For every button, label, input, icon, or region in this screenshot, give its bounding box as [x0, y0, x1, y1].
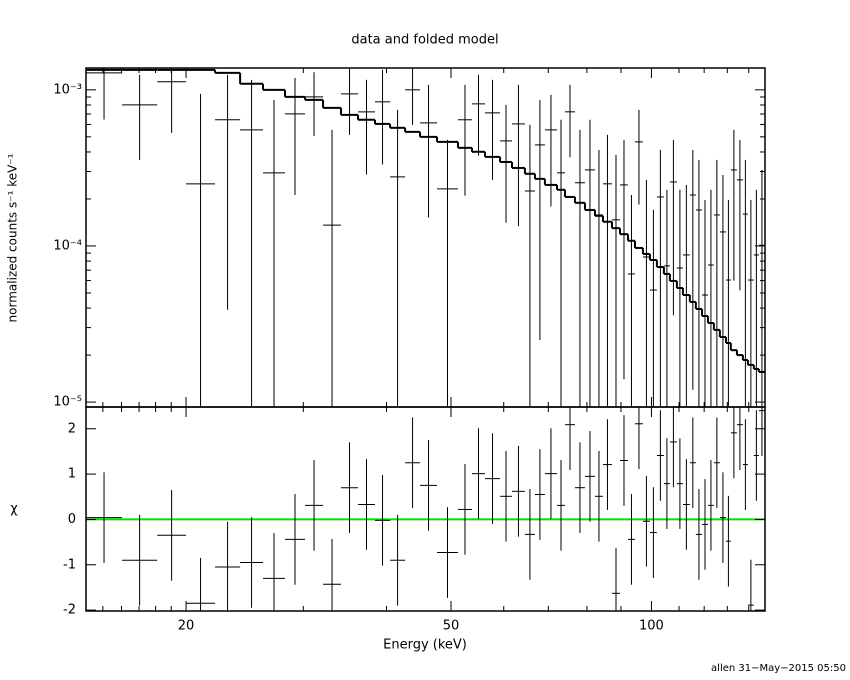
spectrum-panel: [86, 68, 765, 407]
y-tick-label: -2: [63, 603, 76, 618]
y-tick-label: 1: [68, 467, 76, 482]
axes: 20 50 100 10⁻⁵ 10⁻⁴ 10⁻³ -2 -1 0 1 2: [53, 68, 765, 634]
x-axis-label: Energy (keV): [383, 638, 467, 653]
bottom-frame: [85, 406, 766, 612]
residual-axis-label: χ: [10, 502, 18, 517]
y-tick-label: -1: [63, 557, 76, 572]
y-tick-label: 0: [68, 512, 76, 527]
y-tick-label: 10⁻³: [53, 82, 82, 97]
y-tick-label: 2: [68, 421, 76, 436]
chart-title: data and folded model: [351, 33, 498, 48]
x-tick-label: 100: [639, 619, 664, 634]
y-axis-label: normalized counts s⁻¹ keV⁻¹: [6, 153, 20, 322]
residual-panel: [86, 407, 765, 611]
y-tick-label: 10⁻⁵: [53, 395, 82, 410]
x-tick-label: 50: [443, 619, 460, 634]
y-tick-label: 10⁻⁴: [53, 238, 82, 253]
footer: allen 31−May−2015 05:50: [711, 663, 846, 674]
x-tick-label: 20: [178, 619, 195, 634]
